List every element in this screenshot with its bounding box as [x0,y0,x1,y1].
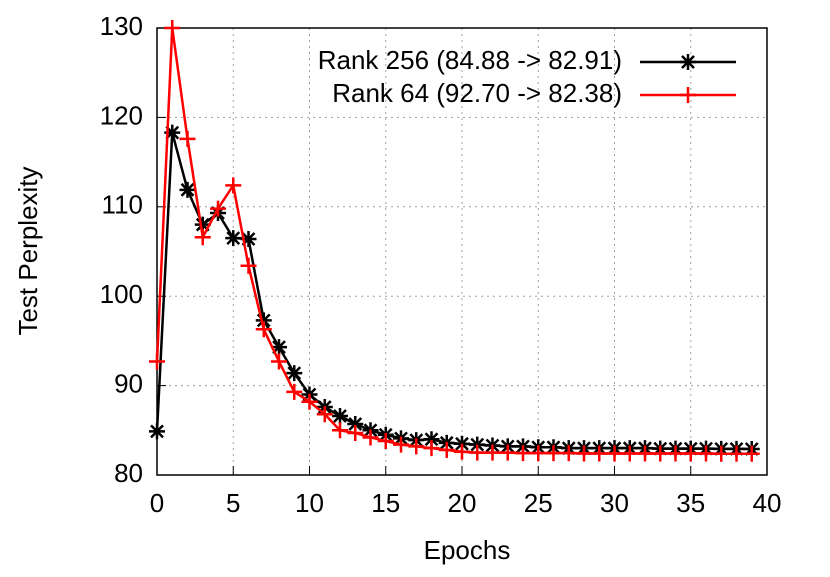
marker [637,445,653,462]
marker [682,445,699,462]
marker [621,445,638,462]
marker [316,406,333,423]
marker [225,177,242,194]
x-tick-label: 30 [600,488,629,518]
x-tick-label: 20 [448,488,477,518]
marker [713,445,730,462]
y-tick-label: 130 [100,11,143,41]
y-tick-label: 90 [114,368,143,398]
marker [377,433,394,450]
marker [332,422,348,439]
marker [469,436,486,453]
marker [393,436,409,453]
series-line [155,132,752,451]
x-tick-label: 5 [226,488,240,518]
marker [271,353,287,370]
x-axis-label: Epochs [424,535,511,565]
marker [454,435,470,452]
y-tick-label: 80 [114,458,143,488]
marker [438,441,455,458]
marker [743,445,760,462]
marker [271,339,287,356]
marker [255,321,272,338]
x-tick-label: 25 [524,488,553,518]
marker [149,423,165,440]
marker [423,431,440,448]
marker [667,445,684,462]
marker [347,424,364,441]
marker [149,353,165,370]
marker [255,312,272,329]
y-axis-label: Test Perplexity [13,166,43,335]
marker [286,365,303,382]
marker [545,445,562,462]
marker [179,130,196,147]
marker [606,445,623,462]
marker [499,444,516,461]
marker [164,20,181,36]
marker [530,445,547,462]
marker [698,445,714,462]
marker [680,87,696,103]
marker [728,445,745,462]
marker [652,445,669,462]
marker [484,444,501,461]
marker [179,181,196,198]
legend-label: Rank 256 (84.88 -> 82.91) [318,45,622,75]
marker [576,445,592,462]
y-tick-label: 100 [100,279,143,309]
marker [362,429,379,446]
marker [560,445,577,462]
marker [194,216,211,233]
marker [680,54,696,70]
y-tick-label: 110 [102,190,143,220]
marker [240,257,257,274]
marker [347,416,364,433]
marker [454,443,470,460]
x-tick-label: 40 [753,488,782,518]
x-tick-label: 0 [150,488,164,518]
x-tick-label: 10 [295,488,324,518]
marker [225,230,242,247]
marker [286,383,303,400]
marker [591,445,608,462]
plot-frame [156,27,768,476]
marker [423,440,440,457]
marker [210,200,226,217]
marker [332,407,348,424]
marker [240,230,257,247]
marker [194,229,211,246]
y-tick-label: 120 [100,100,143,130]
x-tick-label: 35 [676,488,705,518]
marker [408,438,425,455]
marker [515,445,531,462]
x-tick-label: 15 [371,488,400,518]
marker [301,393,318,410]
legend-label: Rank 64 (92.70 -> 82.38) [332,78,622,108]
marker [164,124,181,141]
marker [469,444,486,461]
